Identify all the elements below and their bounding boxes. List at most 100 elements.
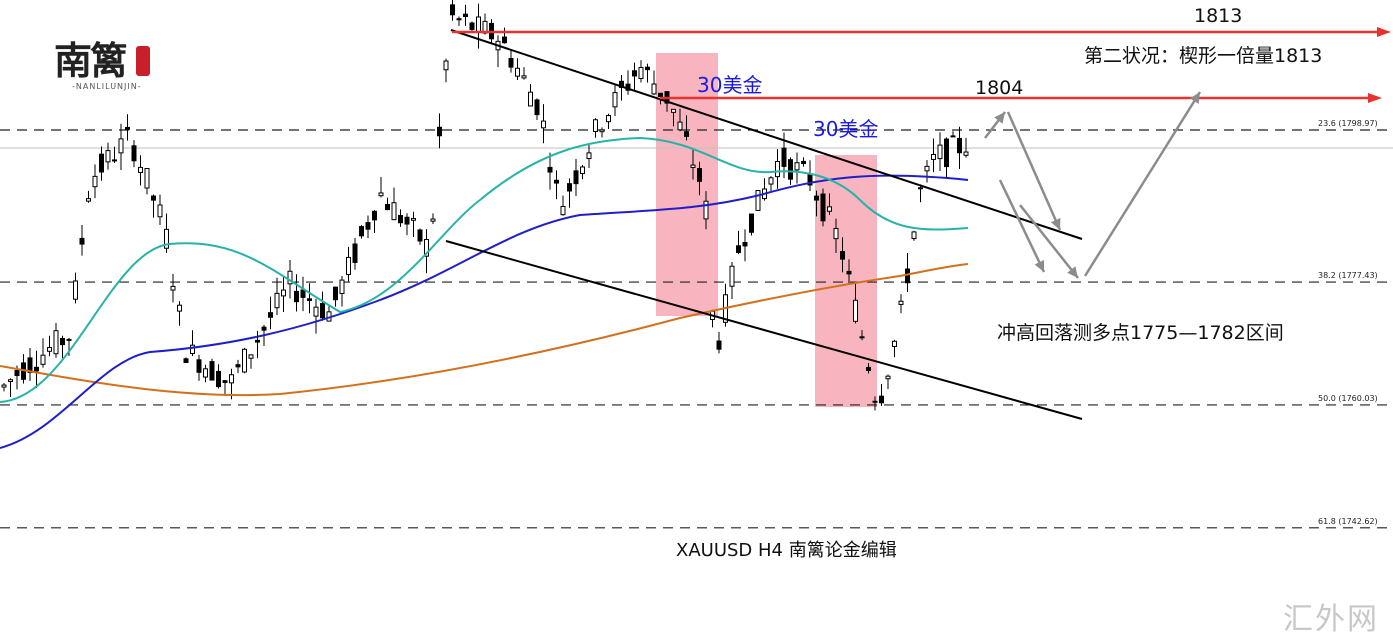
candle-bullish <box>105 150 111 163</box>
candle-bullish <box>924 165 930 172</box>
candle-bullish <box>586 152 592 160</box>
candle-bearish <box>183 358 189 363</box>
candle-bearish <box>957 137 962 154</box>
candle-bearish <box>255 339 260 343</box>
fib-label: 23.6 (1798.97) <box>1318 119 1378 128</box>
candle-bullish <box>248 354 254 359</box>
candle-bearish <box>222 380 228 383</box>
projection-arrow-head <box>994 112 1005 124</box>
candle-bullish <box>612 92 618 108</box>
candle-bullish <box>8 379 13 382</box>
candle-bullish <box>528 91 533 107</box>
candle-bullish <box>872 400 878 403</box>
candle-bearish <box>300 289 306 298</box>
projection-arrow <box>1083 91 1202 277</box>
candle-bullish <box>443 60 449 71</box>
annotation-t1813: 1813 <box>1194 5 1242 27</box>
nanli-logo: 南篱 -NANLILUNJIN- <box>48 30 168 100</box>
candle-bullish <box>40 354 46 365</box>
candle-bearish <box>866 366 871 372</box>
candle-bearish <box>567 183 572 192</box>
candle-bullish <box>580 166 585 175</box>
candle-bullish <box>729 265 735 287</box>
candle-bullish <box>47 347 52 352</box>
candle-bullish <box>937 144 943 160</box>
candle-bullish <box>229 374 234 384</box>
candle-bullish <box>521 75 527 79</box>
candle-bullish <box>144 168 150 189</box>
candle-bearish <box>450 4 455 16</box>
projection-arrow <box>1006 111 1062 231</box>
candle-bearish <box>645 66 650 71</box>
candle-bullish <box>456 18 462 21</box>
annotation-t30b: 30美金 <box>813 117 878 141</box>
candle-bearish <box>151 195 156 201</box>
candle-bearish <box>463 13 468 18</box>
candle-bearish <box>196 359 202 373</box>
candle-bearish <box>365 222 371 230</box>
candle-bearish <box>27 357 33 373</box>
candle-bullish <box>1 384 7 388</box>
candle-bullish <box>411 218 416 221</box>
candle-bearish <box>508 57 514 68</box>
candle-bearish <box>404 216 410 225</box>
candle-bearish <box>534 99 540 116</box>
logo-seal-icon <box>136 46 150 76</box>
candle-bullish <box>164 228 169 249</box>
candle-bullish <box>853 299 858 322</box>
candle-bullish <box>931 153 936 160</box>
candle-bullish <box>476 16 481 33</box>
candle-bullish <box>391 202 397 221</box>
candle-bearish <box>697 168 702 182</box>
candle-bearish <box>846 270 852 275</box>
candle-bearish <box>34 366 39 372</box>
candle-bullish <box>963 151 969 156</box>
candle-bullish <box>651 83 657 95</box>
candle-bearish <box>716 340 722 350</box>
candle-bearish <box>125 126 130 130</box>
candle-bullish <box>53 330 59 355</box>
candle-bullish <box>430 218 436 222</box>
candle-bearish <box>99 153 104 173</box>
candle-bearish <box>736 245 741 253</box>
candle-bullish <box>190 344 195 354</box>
candle-bullish <box>378 192 384 197</box>
candle-bearish <box>209 361 215 381</box>
projection-arrow-head <box>1067 266 1078 278</box>
candle-bullish <box>593 119 598 132</box>
candle-bearish <box>781 147 787 167</box>
candle-bearish <box>333 286 338 301</box>
candle-bearish <box>66 338 72 341</box>
projection-arrow <box>998 179 1046 273</box>
candle-bearish <box>684 131 689 137</box>
candle-bullish <box>541 120 546 129</box>
candle-bearish <box>632 70 637 77</box>
candle-bullish <box>424 239 429 257</box>
candle-bullish <box>118 138 124 154</box>
candle-bearish <box>437 126 442 137</box>
projection-arrow-head <box>1050 218 1061 230</box>
candle-bearish <box>385 203 390 211</box>
candle-bullish <box>203 368 208 378</box>
candle-bullish <box>703 200 709 220</box>
candle-bearish <box>547 166 553 173</box>
candle-bearish <box>235 364 241 368</box>
candle-bearish <box>820 193 826 222</box>
candle-bullish <box>885 375 891 380</box>
candle-bullish <box>560 205 566 216</box>
candle-bearish <box>131 145 137 162</box>
candle-bullish <box>677 121 683 131</box>
candle-bearish <box>573 170 579 185</box>
candle-bearish <box>112 159 117 162</box>
candle-bearish <box>879 395 884 404</box>
candle-bullish <box>346 256 351 275</box>
candle-bullish <box>138 166 143 173</box>
candle-bearish <box>742 242 748 247</box>
candle-bearish <box>398 214 403 224</box>
candle-bearish <box>14 369 20 377</box>
candle-bullish <box>671 108 676 113</box>
candle-bullish <box>833 228 839 240</box>
candle-bearish <box>372 210 377 221</box>
candle-bullish <box>911 231 917 240</box>
candle-bullish <box>950 135 956 138</box>
